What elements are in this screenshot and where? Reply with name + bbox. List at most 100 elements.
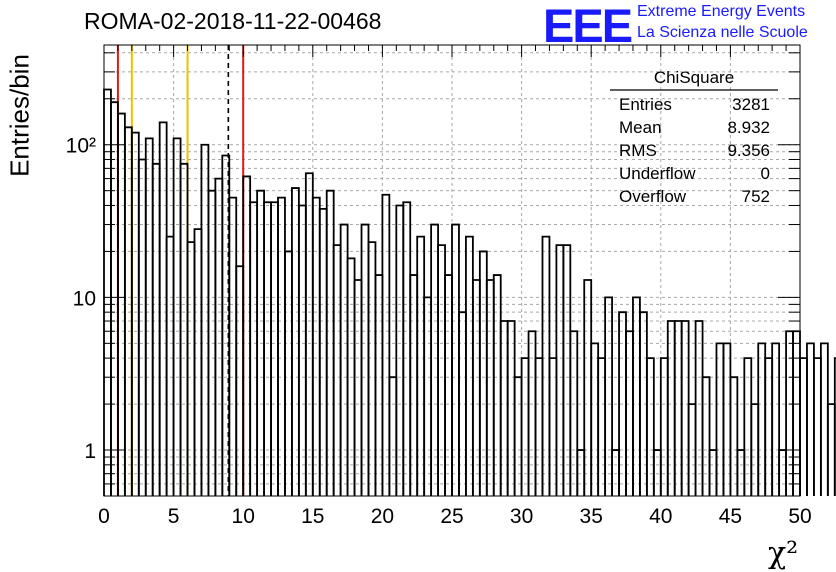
x-tick-label: 50 (788, 505, 811, 528)
histogram-bar (381, 193, 391, 496)
histogram-bar (826, 403, 836, 496)
histogram-bar (499, 320, 509, 496)
x-tick-label: 10 (232, 505, 255, 528)
histogram-bar (785, 330, 794, 496)
histogram-bar (792, 330, 801, 496)
y-tick-label: 1 (84, 440, 96, 463)
histogram-bar (186, 241, 196, 496)
histogram-bar (534, 357, 544, 496)
histogram-bar (694, 320, 704, 496)
histogram-bar (318, 207, 328, 496)
histogram-bar (409, 274, 419, 496)
histogram-bar (402, 201, 412, 496)
brand-line-2: La Scienza nelle Scuole (637, 24, 808, 41)
histogram-bar (284, 250, 293, 496)
histogram-bar (799, 357, 808, 496)
stats-label: RMS (619, 141, 657, 160)
histogram-bar (555, 244, 565, 496)
x-tick-label: 25 (440, 505, 463, 528)
histogram-bar (729, 376, 739, 496)
histogram-bar (144, 137, 154, 496)
histogram-bar (562, 244, 572, 496)
stats-title: ChiSquare (654, 68, 734, 87)
histogram-bar (722, 342, 732, 496)
histogram-bar (659, 357, 669, 496)
eee-logo: EEE (543, 0, 633, 52)
histogram-bar (235, 265, 245, 496)
histogram-bar (339, 223, 349, 496)
histogram-bar (666, 320, 676, 496)
histogram-bar (332, 244, 342, 496)
histogram-bar (715, 342, 725, 496)
histogram-bar (548, 357, 558, 496)
histogram-bar (137, 158, 147, 496)
histogram-bar (263, 201, 272, 496)
histogram-bar (151, 162, 161, 496)
histogram-bar (388, 376, 398, 496)
x-tick-label: 30 (510, 505, 533, 528)
histogram-bar (395, 204, 405, 496)
stats-label: Underflow (619, 164, 696, 183)
histogram-bar (771, 342, 781, 496)
stats-label: Mean (619, 118, 662, 137)
histogram-bar (492, 274, 502, 496)
histogram-bar (374, 274, 384, 496)
histogram-bar (304, 172, 314, 496)
axis-ticks: 0 5 10 15 20 25 30 35 40 45 50 1 10 10² (66, 45, 812, 528)
histogram-bar (437, 244, 446, 496)
histogram-bar (513, 376, 523, 496)
histogram-bar (478, 250, 488, 496)
histogram-bars (103, 88, 836, 496)
histogram-bar (249, 201, 259, 496)
histogram-bar (367, 241, 377, 496)
histogram-bar (172, 137, 182, 496)
histogram-bar (819, 342, 829, 496)
histogram-bar (130, 131, 140, 496)
histogram-bar (597, 357, 607, 496)
histogram-bar (632, 296, 641, 496)
histogram-bar (520, 357, 530, 496)
histogram-bar (110, 101, 119, 496)
histogram-bar (193, 228, 203, 496)
histogram-bar (297, 204, 307, 496)
histogram-bar (200, 143, 210, 496)
histogram-bar (506, 320, 516, 496)
histogram-bar (228, 196, 238, 496)
histogram-bar (764, 357, 774, 496)
histogram-bar (743, 357, 753, 496)
histogram-bar (680, 320, 690, 496)
histogram-bar (430, 223, 439, 496)
histogram-bar (103, 88, 112, 496)
x-tick-label: 20 (371, 505, 394, 528)
x-tick-label: 35 (580, 505, 603, 528)
histogram-bar (833, 357, 836, 496)
stats-value: 0 (761, 164, 770, 183)
histogram-bar (270, 201, 279, 496)
histogram-bar (423, 296, 433, 496)
histogram-bar (179, 162, 189, 496)
x-tick-label: 15 (301, 505, 324, 528)
histogram-bar (590, 342, 600, 496)
x-tick-label: 40 (649, 505, 672, 528)
histogram-bar (806, 342, 815, 496)
histogram-bar (277, 196, 286, 496)
histogram-bar (214, 177, 224, 496)
stats-value: 3281 (732, 95, 770, 114)
histogram-bar (451, 223, 460, 496)
histogram-bar (123, 126, 133, 496)
stats-label: Overflow (619, 187, 687, 206)
y-tick-label: 10 (73, 287, 96, 310)
histogram-bar (757, 342, 767, 496)
stats-value: 9.356 (727, 141, 770, 160)
y-tick-label: 10² (66, 135, 96, 158)
histogram-bar (311, 196, 321, 496)
histogram-bar (645, 357, 655, 496)
x-axis-label: χ² (768, 536, 799, 571)
histogram-bar (813, 357, 822, 496)
histogram-bar (673, 320, 683, 496)
histogram-bar (444, 274, 453, 496)
chart-title: ROMA-02-2018-11-22-00468 (84, 8, 382, 34)
brand-line-1: Extreme Energy Events (637, 3, 806, 20)
histogram-bar (527, 330, 537, 496)
